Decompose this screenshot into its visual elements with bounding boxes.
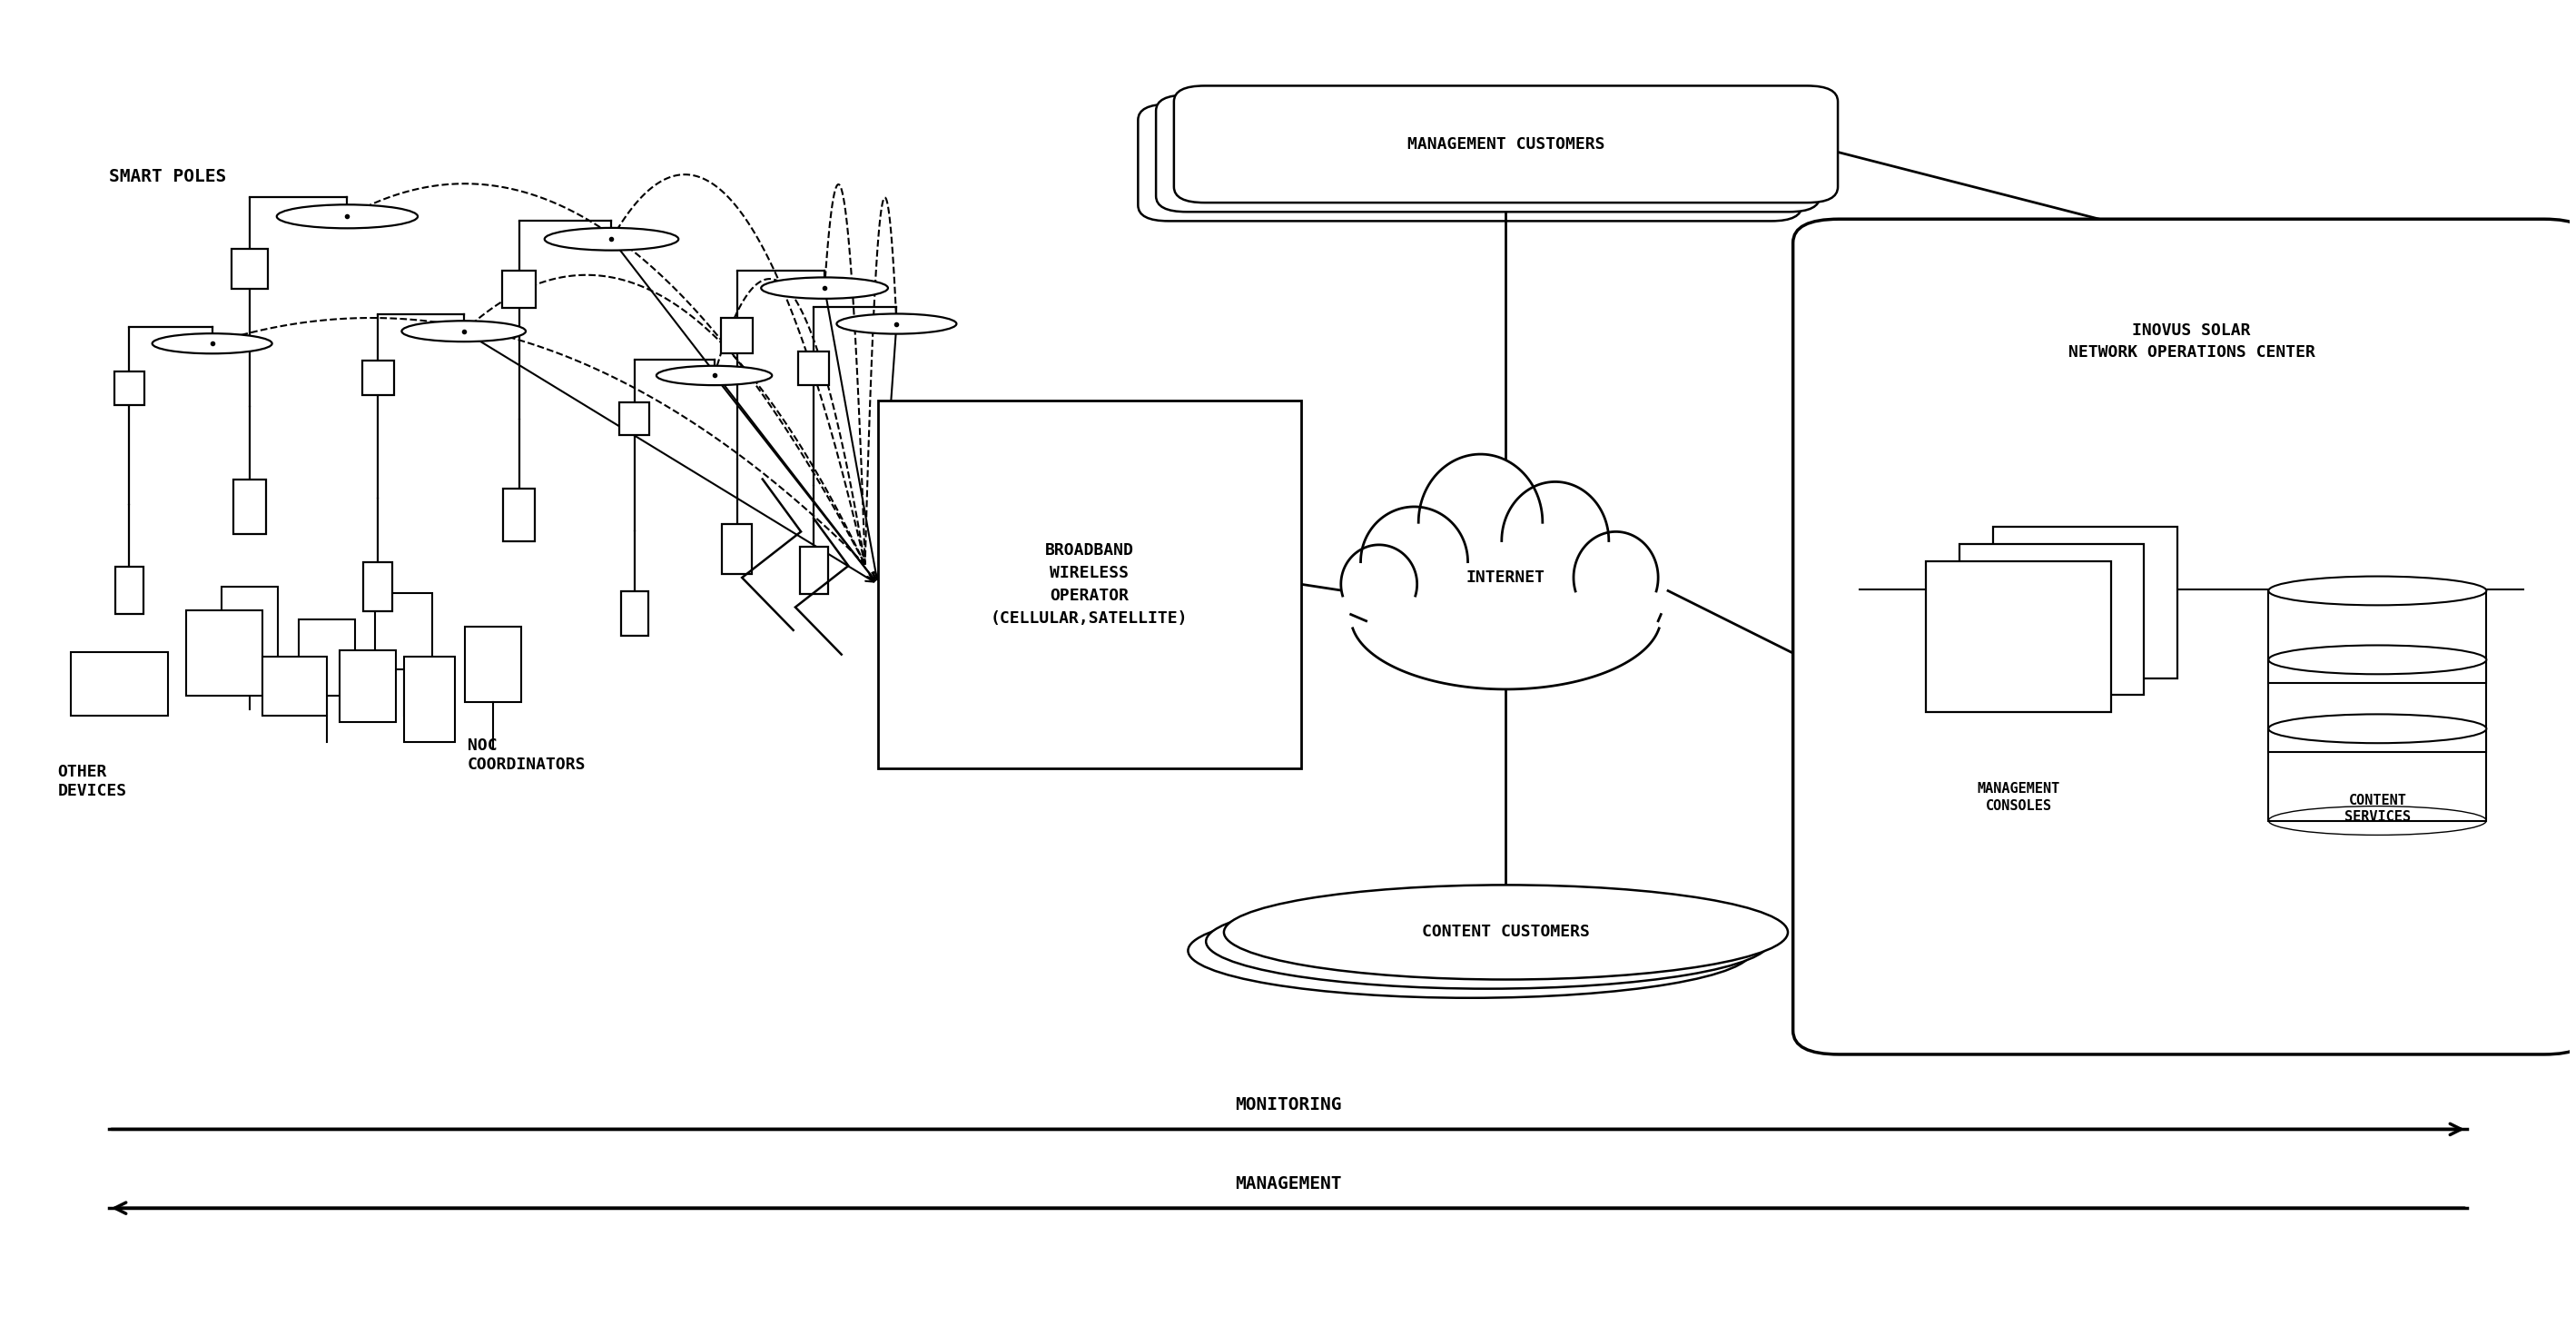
Bar: [376, 594, 433, 670]
Bar: [621, 402, 649, 435]
Ellipse shape: [2269, 715, 2486, 743]
Ellipse shape: [2269, 577, 2486, 605]
Text: OTHER
DEVICES: OTHER DEVICES: [57, 764, 126, 798]
Ellipse shape: [152, 333, 273, 354]
Ellipse shape: [1360, 507, 1468, 617]
Text: MANAGEMENT: MANAGEMENT: [1234, 1175, 1342, 1192]
Ellipse shape: [837, 314, 956, 334]
Bar: [116, 566, 144, 614]
FancyBboxPatch shape: [1175, 86, 1837, 203]
Bar: [2269, 729, 2486, 821]
Bar: [502, 489, 536, 541]
Bar: [621, 591, 649, 636]
Bar: [721, 525, 752, 574]
FancyBboxPatch shape: [1157, 95, 1819, 212]
Text: INTERNET: INTERNET: [1466, 569, 1546, 586]
Text: NOC
COORDINATORS: NOC COORDINATORS: [469, 737, 587, 773]
Text: MANAGEMENT CUSTOMERS: MANAGEMENT CUSTOMERS: [1406, 137, 1605, 152]
Text: MONITORING: MONITORING: [1234, 1097, 1342, 1114]
Bar: [1960, 544, 2143, 695]
Ellipse shape: [1350, 499, 1662, 683]
Ellipse shape: [1342, 545, 1417, 623]
Bar: [70, 652, 167, 716]
Bar: [721, 318, 752, 353]
Text: SMART POLES: SMART POLES: [108, 168, 227, 186]
Bar: [878, 400, 1301, 768]
Bar: [234, 479, 265, 534]
Ellipse shape: [1574, 532, 1659, 623]
Ellipse shape: [1224, 884, 1788, 980]
Ellipse shape: [1419, 455, 1543, 591]
Text: MANAGEMENT
CONSOLES: MANAGEMENT CONSOLES: [1978, 782, 2061, 813]
Bar: [232, 249, 268, 289]
FancyBboxPatch shape: [1139, 105, 1803, 221]
Text: INOVUS SOLAR
NETWORK OPERATIONS CENTER: INOVUS SOLAR NETWORK OPERATIONS CENTER: [2069, 322, 2316, 361]
Ellipse shape: [1188, 903, 1752, 998]
Ellipse shape: [1502, 481, 1610, 599]
Bar: [2269, 591, 2486, 683]
Bar: [1927, 561, 2110, 712]
Bar: [340, 650, 397, 723]
Bar: [363, 361, 394, 395]
Bar: [799, 351, 829, 386]
Ellipse shape: [402, 321, 526, 342]
Ellipse shape: [1206, 894, 1770, 989]
Ellipse shape: [544, 228, 677, 251]
Bar: [799, 548, 827, 594]
FancyBboxPatch shape: [1793, 219, 2576, 1054]
Ellipse shape: [657, 366, 773, 385]
Text: CONTENT
SERVICES: CONTENT SERVICES: [2344, 793, 2411, 823]
Bar: [1994, 526, 2177, 678]
Bar: [222, 587, 278, 663]
Bar: [185, 610, 263, 696]
Bar: [299, 619, 355, 696]
Bar: [466, 626, 520, 703]
Bar: [404, 656, 456, 741]
Ellipse shape: [276, 204, 417, 228]
Bar: [113, 371, 144, 404]
Text: CONTENT CUSTOMERS: CONTENT CUSTOMERS: [1422, 924, 1589, 940]
Ellipse shape: [760, 277, 889, 298]
Text: BROADBAND
WIRELESS
OPERATOR
(CELLULAR,SATELLITE): BROADBAND WIRELESS OPERATOR (CELLULAR,SA…: [992, 542, 1188, 626]
Bar: [2269, 660, 2486, 752]
Bar: [263, 656, 327, 716]
Bar: [363, 562, 392, 611]
Bar: [502, 271, 536, 308]
Ellipse shape: [2269, 646, 2486, 674]
